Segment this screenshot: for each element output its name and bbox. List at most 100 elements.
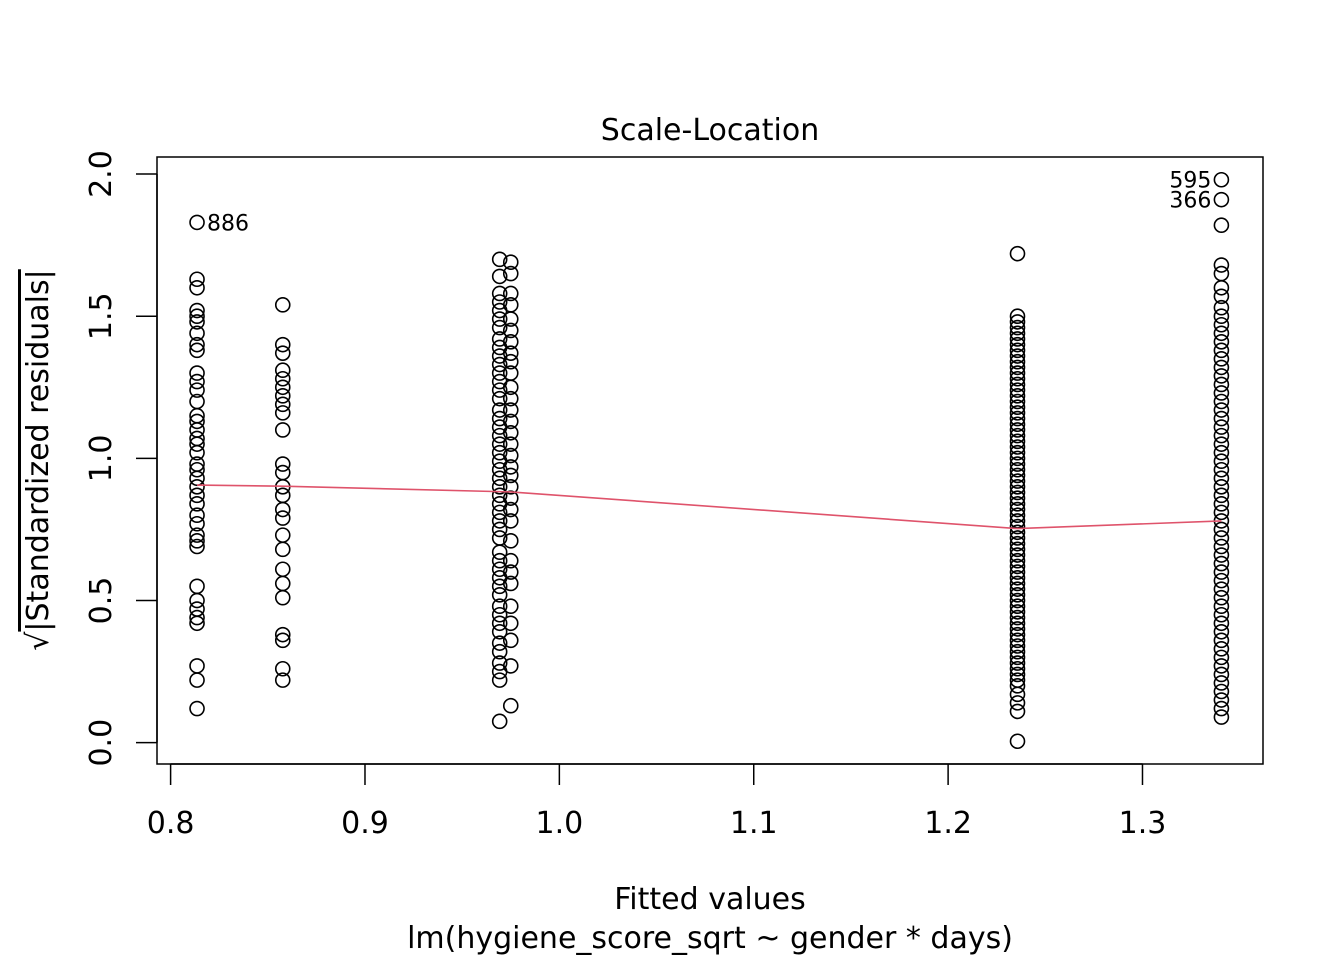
outlier-label: 886 (207, 211, 249, 236)
data-point (491, 311, 508, 327)
data-point (189, 382, 205, 398)
data-point (189, 444, 205, 461)
data-point (1213, 615, 1230, 632)
data-point (491, 382, 508, 398)
data-point (274, 487, 291, 504)
data-point (1009, 666, 1026, 683)
data-point (274, 589, 291, 606)
data-point (1009, 695, 1026, 711)
data-point (1009, 660, 1026, 677)
data-point (1009, 478, 1026, 495)
data-point (502, 533, 519, 549)
data-point (1009, 592, 1026, 609)
data-point (189, 487, 205, 504)
data-point (1213, 564, 1230, 580)
data-point (189, 279, 205, 296)
data-point (189, 592, 205, 609)
x-axis-label: Fitted values (614, 882, 806, 917)
x-tick-label: 1.0 (535, 806, 583, 841)
data-point (274, 575, 291, 592)
data-point (1213, 692, 1230, 708)
data-point (1213, 436, 1230, 452)
data-point (1009, 331, 1026, 347)
data-point (189, 507, 205, 524)
data-point (491, 504, 508, 521)
data-point (1009, 604, 1026, 620)
data-point (189, 214, 205, 231)
x-tick-label: 0.8 (147, 806, 195, 841)
data-point (1009, 655, 1026, 671)
data-point (1213, 487, 1230, 504)
data-point (274, 561, 291, 578)
data-point (274, 345, 291, 361)
data-point (1009, 473, 1026, 489)
data-point (491, 365, 508, 381)
data-point (1009, 450, 1026, 467)
data-point (491, 655, 508, 671)
data-point (1009, 541, 1026, 558)
data-point (189, 658, 205, 674)
data-point (1009, 427, 1026, 444)
data-point (189, 615, 205, 632)
model-formula-label: lm(hygiene_score_sqrt ~ gender * days) (407, 921, 1013, 956)
data-point (491, 672, 508, 688)
data-point (502, 501, 519, 518)
y-tick-label: 0.5 (84, 577, 119, 625)
data-point (502, 575, 519, 592)
data-point (1213, 316, 1230, 333)
data-point (491, 623, 508, 640)
data-point (1009, 615, 1026, 632)
data-point (274, 379, 291, 396)
data-point (274, 405, 291, 421)
data-point (1009, 484, 1026, 501)
data-point (1213, 288, 1230, 305)
data-point (1009, 359, 1026, 376)
data-point (502, 615, 519, 632)
data-point (1009, 558, 1026, 575)
data-point (1009, 399, 1026, 415)
data-point (1009, 598, 1026, 615)
data-point (491, 331, 508, 347)
data-point (189, 271, 205, 288)
y-axis-label-radical: √ (21, 631, 56, 651)
data-point (274, 501, 291, 518)
data-point (1009, 416, 1026, 433)
data-point (274, 297, 291, 313)
y-tick-label: 2.0 (84, 150, 119, 198)
data-point (274, 456, 291, 472)
data-point (1009, 336, 1026, 353)
data-point (1213, 351, 1230, 367)
data-point (1213, 308, 1230, 325)
data-point (1009, 382, 1026, 398)
data-point (274, 396, 291, 413)
data-point (1213, 470, 1230, 487)
data-point (491, 487, 508, 504)
data-point (1009, 643, 1026, 660)
data-point (491, 643, 508, 660)
data-point (274, 464, 291, 481)
outlier-label: 366 (1169, 189, 1211, 214)
data-point (502, 564, 519, 580)
data-point (1009, 552, 1026, 569)
data-point (1213, 410, 1230, 427)
data-point (1009, 410, 1026, 427)
data-point (1009, 733, 1026, 750)
data-point (189, 314, 205, 330)
data-point (1009, 535, 1026, 552)
data-point (189, 336, 205, 353)
plot-frame (156, 156, 1264, 765)
outlier-label: 595 (1169, 169, 1211, 194)
data-point (1009, 507, 1026, 524)
data-point (502, 322, 519, 339)
data-point (1009, 626, 1026, 643)
data-point (1213, 393, 1230, 410)
data-point (502, 265, 519, 282)
data-point (502, 467, 519, 484)
data-point (274, 672, 291, 688)
y-axis-label: √|Standardized residuals| (21, 269, 56, 650)
data-point (274, 370, 291, 387)
data-point (502, 513, 519, 529)
data-point (502, 632, 519, 649)
data-point (274, 541, 291, 558)
data-point (274, 660, 291, 677)
